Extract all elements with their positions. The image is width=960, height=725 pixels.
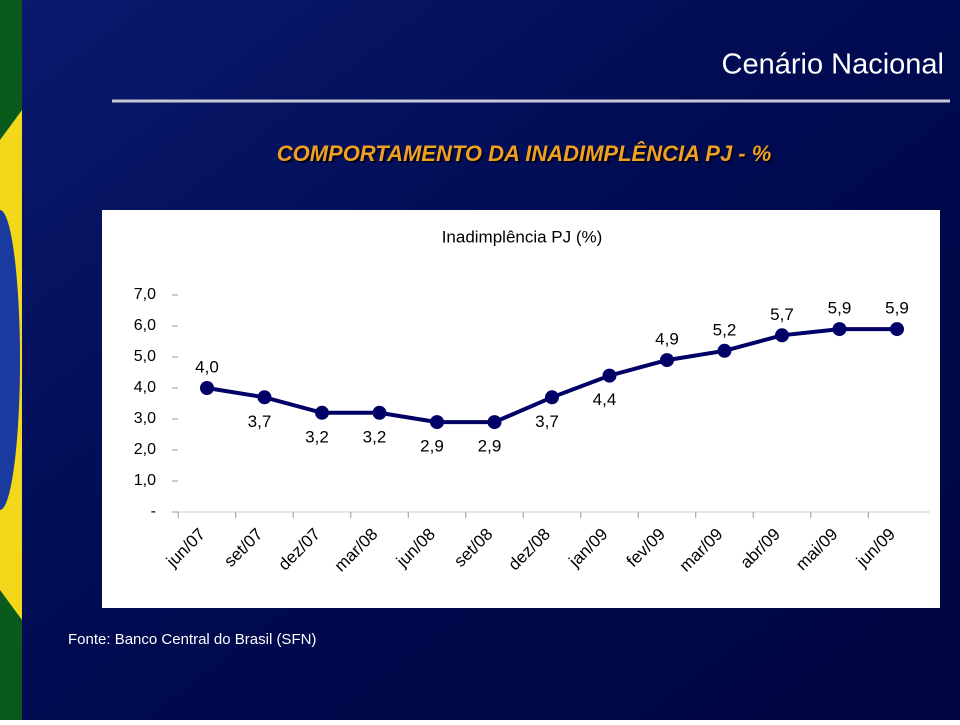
data-label: 5,9 — [885, 299, 909, 318]
data-label: 2,9 — [478, 437, 502, 456]
data-label: 4,9 — [655, 330, 679, 349]
data-point — [832, 322, 847, 337]
data-point — [890, 322, 904, 337]
flag-strip — [0, 0, 22, 720]
y-tick-label: 4,0 — [134, 379, 156, 396]
subtitle-shadow: COMPORTAMENTO DA INADIMPLÊNCIA PJ - % — [279, 143, 774, 168]
data-point — [372, 405, 387, 420]
data-point — [660, 353, 674, 368]
data-label: 2,9 — [420, 437, 444, 456]
data-label: 3,2 — [363, 427, 387, 446]
y-tick-label: 7,0 — [134, 286, 156, 303]
subtitle: COMPORTAMENTO DA INADIMPLÊNCIA PJ - % — [277, 141, 772, 166]
y-tick-label: 5,0 — [134, 348, 156, 365]
data-point — [602, 368, 617, 383]
y-tick-label: 3,0 — [134, 410, 156, 427]
chart-title: Inadimplência PJ (%) — [442, 227, 603, 246]
data-label: 5,9 — [828, 299, 852, 318]
data-point — [200, 381, 214, 395]
data-point — [717, 343, 732, 358]
slide-title: Cenário Nacional — [722, 49, 944, 81]
data-label: 3,7 — [248, 412, 272, 431]
y-tick-label: 6,0 — [134, 317, 156, 334]
data-label: 5,7 — [770, 305, 794, 324]
y-tick-label: 2,0 — [134, 441, 156, 458]
data-point — [545, 390, 559, 405]
data-label: 3,7 — [535, 412, 559, 431]
data-label: 4,0 — [195, 357, 219, 376]
data-label: 4,4 — [593, 390, 617, 409]
data-point — [775, 328, 789, 343]
source: Fonte: Banco Central do Brasil (SFN) — [68, 631, 316, 648]
data-point — [430, 415, 444, 430]
y-tick-label: - — [151, 503, 156, 520]
data-label: 3,2 — [305, 427, 329, 446]
data-point — [257, 390, 272, 405]
data-label: 5,2 — [713, 320, 737, 339]
data-point — [315, 405, 329, 420]
y-tick-label: 1,0 — [134, 472, 156, 489]
data-point — [487, 415, 502, 430]
